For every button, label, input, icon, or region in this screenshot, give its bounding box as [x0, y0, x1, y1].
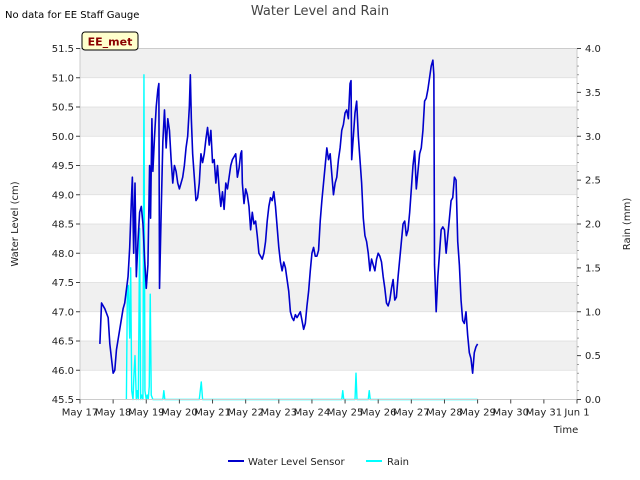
y2-tick-label: 2.5 [585, 176, 601, 187]
plot-background [80, 48, 577, 400]
x-tick-label: May 29 [459, 408, 496, 419]
x-tick-label: May 24 [294, 408, 331, 419]
y2-axis-title: Rain (mm) [622, 198, 633, 251]
y-tick-label: 50.0 [52, 132, 74, 143]
x-tick-label: May 17 [62, 408, 99, 419]
y2-tick-label: 0.5 [585, 351, 601, 362]
x-tick-label: May 26 [360, 408, 397, 419]
y2-tick-label: 0.0 [585, 395, 601, 406]
y2-tick-label: 2.0 [585, 220, 601, 231]
grid-band [80, 282, 577, 312]
site-badge-label: EE_met [88, 36, 133, 49]
y2-tick-label: 4.0 [585, 44, 601, 55]
y-tick-label: 51.0 [52, 73, 74, 84]
x-tick-label: May 22 [227, 408, 264, 419]
grid-band [80, 341, 577, 371]
y-tick-label: 45.5 [52, 395, 74, 406]
x-tick-label: May 20 [161, 408, 198, 419]
chart-title: Water Level and Rain [251, 4, 389, 19]
y-tick-label: 48.5 [52, 220, 74, 231]
y2-tick-label: 1.0 [585, 307, 601, 318]
y2-tick-label: 3.0 [585, 132, 601, 143]
x-tick-label: May 28 [426, 408, 463, 419]
y-tick-label: 46.5 [52, 337, 74, 348]
x-tick-label: May 30 [492, 408, 529, 419]
water-level-series [99, 59, 479, 374]
x-tick-label: May 21 [194, 408, 231, 419]
water-level-line [99, 59, 479, 374]
y-axis-title: Water Level (cm) [10, 181, 21, 266]
y-axis-left: 45.5 46.0 46.5 47.0 47.5 48.0 48.5 49.0 49.5 50.0… [52, 44, 80, 406]
y-tick-label: 47.5 [52, 278, 74, 289]
x-tick-label: May 19 [128, 408, 165, 419]
legend-label-rain: Rain [387, 457, 409, 468]
site-badge: EE_met [81, 31, 139, 51]
x-tick-label: May 31 [526, 408, 563, 419]
x-tick-label: May 25 [327, 408, 364, 419]
y-tick-label: 46.0 [52, 366, 74, 377]
grid-band [80, 48, 577, 78]
y-tick-label: 47.0 [52, 307, 74, 318]
y2-tick-label: 3.5 [585, 88, 601, 99]
grid-band [80, 224, 577, 254]
y-tick-label: 48.0 [52, 249, 74, 260]
x-tick-label: Jun 1 [563, 408, 589, 419]
legend-label-water-level: Water Level Sensor [248, 457, 345, 468]
y-tick-label: 49.5 [52, 161, 74, 172]
grid-band [80, 165, 577, 195]
x-tick-label: May 23 [261, 408, 298, 419]
x-tick-label: May 18 [95, 408, 132, 419]
y-axis-right: 0.0 0.5 1.0 1.5 2.0 2.5 3.0 3.5 4.0 [577, 44, 601, 406]
y-tick-label: 49.0 [52, 190, 74, 201]
y-tick-label: 50.5 [52, 103, 74, 114]
x-axis-title: Time [553, 425, 578, 436]
legend: Water Level Sensor Rain [228, 457, 409, 468]
site-badge-box [81, 31, 139, 51]
x-tick-label: May 27 [393, 408, 430, 419]
y2-tick-label: 1.5 [585, 263, 601, 274]
no-data-note: No data for EE Staff Gauge [5, 10, 139, 21]
y-tick-label: 51.5 [52, 44, 74, 55]
